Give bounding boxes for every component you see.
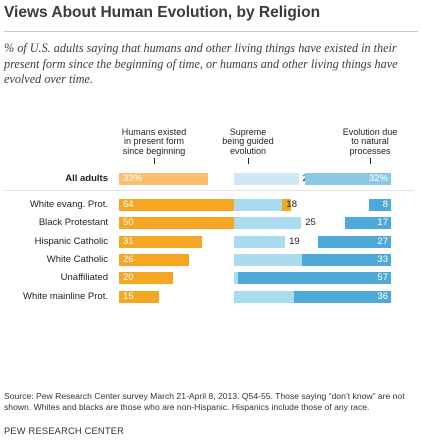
value-label-present-form-white-catholic: 26 xyxy=(123,254,134,265)
value-label-present-form-white-evang-prot: 64 xyxy=(123,199,134,210)
bar-natural-white-catholic xyxy=(302,254,391,266)
bar-present-form-white-mainline-prot xyxy=(119,291,160,303)
bar-natural-all-adults xyxy=(304,173,391,185)
bar-present-form-white-catholic xyxy=(119,254,189,266)
row-label-unaffiliated: Unaffiliated xyxy=(60,271,108,283)
value-label-guided-black-protestant: 25 xyxy=(305,217,316,228)
bar-guided-white-evang-prot xyxy=(234,199,283,211)
bar-guided-all-adults xyxy=(234,173,299,185)
value-label-natural-black-protestant: 17 xyxy=(377,217,388,228)
column-header-present-form-label: Humans existed in present form since beg… xyxy=(121,126,187,156)
value-label-natural-unaffiliated: 57 xyxy=(377,272,388,283)
value-label-natural-white-evang-prot: 8 xyxy=(382,199,388,210)
column-header-natural: Evolution due to natural processes xyxy=(328,118,412,174)
source-note: Source: Pew Research Center survey March… xyxy=(4,391,405,413)
title-divider xyxy=(4,31,418,32)
value-label-guided-white-evang-prot: 18 xyxy=(286,199,297,210)
value-label-natural-white-catholic: 33 xyxy=(377,254,388,265)
bar-present-form-hispanic-catholic xyxy=(119,236,203,248)
bar-guided-hispanic-catholic xyxy=(234,236,286,248)
value-label-present-form-all-adults: 33% xyxy=(123,173,143,184)
row-label-black-protestant: Black Protestant xyxy=(38,216,108,228)
bar-present-form-all-adults xyxy=(119,173,208,185)
value-label-guided-hispanic-catholic: 19 xyxy=(289,236,300,247)
bar-guided-white-catholic xyxy=(234,254,323,266)
column-header-tick xyxy=(369,158,371,164)
column-header-tick xyxy=(247,158,249,164)
bar-natural-black-protestant xyxy=(345,217,391,229)
bar-present-form-unaffiliated xyxy=(119,272,173,284)
column-header-tick xyxy=(153,158,155,164)
value-label-natural-all-adults: 32% xyxy=(368,173,388,184)
chart-title: Views About Human Evolution, by Religion xyxy=(4,4,321,21)
value-label-present-form-hispanic-catholic: 31 xyxy=(123,236,134,247)
row-label-white-catholic: White Catholic xyxy=(46,253,108,265)
row-label-hispanic-catholic: Hispanic Catholic xyxy=(34,235,108,247)
value-label-present-form-white-mainline-prot: 15 xyxy=(123,291,134,302)
bar-natural-unaffiliated xyxy=(237,272,391,284)
chart-subtitle: % of U.S. adults saying that humans and … xyxy=(4,41,398,86)
column-header-guided-label: Supreme being guided evolution xyxy=(222,126,274,156)
row-label-all-adults: All adults xyxy=(65,172,108,184)
bar-natural-white-mainline-prot xyxy=(294,291,391,303)
bar-guided-black-protestant xyxy=(234,217,302,229)
value-label-natural-hispanic-catholic: 27 xyxy=(377,236,388,247)
bar-present-form-black-protestant xyxy=(119,217,254,229)
brand-footer: PEW RESEARCH CENTER xyxy=(4,426,125,436)
value-label-present-form-black-protestant: 50 xyxy=(123,217,134,228)
row-label-white-evang-prot: White evang. Prot. xyxy=(29,198,108,210)
bar-natural-white-evang-prot xyxy=(369,199,391,211)
bar-natural-hispanic-catholic xyxy=(318,236,391,248)
row-label-white-mainline-prot: White mainline Prot. xyxy=(22,290,108,302)
column-header-present-form: Humans existed in present form since beg… xyxy=(109,118,199,174)
column-header-natural-label: Evolution due to natural processes xyxy=(342,126,398,156)
value-label-natural-white-mainline-prot: 36 xyxy=(377,291,388,302)
value-label-present-form-unaffiliated: 20 xyxy=(123,272,134,283)
column-header-guided: Supreme being guided evolution xyxy=(210,118,286,174)
all-adults-separator xyxy=(4,190,414,191)
